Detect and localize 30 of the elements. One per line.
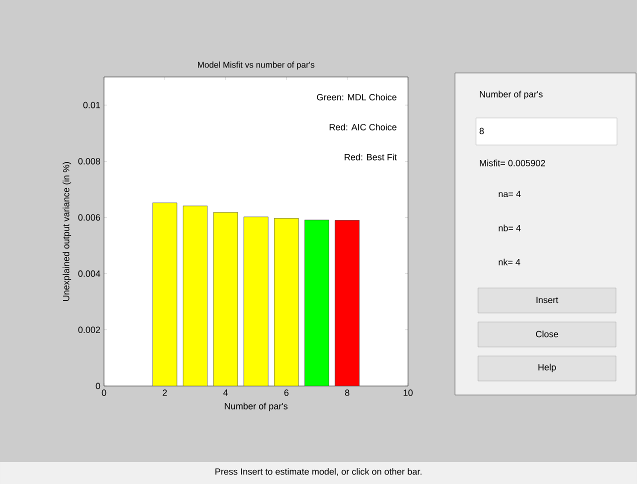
annotation: Green: MDL Choice — [316, 94, 396, 100]
annotation: Red: Best Fit — [344, 154, 397, 160]
y-tick-label: 0.004 — [78, 270, 100, 277]
text: na= 4 — [498, 190, 521, 198]
y-tick-label: 0 — [96, 382, 100, 390]
text: nk= 4 — [498, 258, 520, 266]
text: nb= 4 — [498, 224, 521, 232]
x-tick-label: 6 — [284, 390, 289, 396]
text: Close — [536, 330, 558, 338]
bar — [274, 218, 299, 386]
y-tick-label: 0.006 — [78, 214, 100, 221]
x-tick-label: 4 — [223, 390, 228, 396]
y-tick-label: 0.002 — [78, 326, 100, 333]
y-axis-title: Unexplained output variance (in %) — [62, 162, 72, 301]
y-tick-label: 0.008 — [78, 158, 100, 164]
text: Insert — [536, 296, 558, 304]
bar — [334, 220, 360, 386]
x-tick-label: 2 — [162, 390, 167, 396]
x-tick-label: 0 — [102, 390, 106, 396]
chart-title: Model Misfit vs number of par's — [198, 62, 314, 70]
y-tick-label: 0.01 — [83, 102, 100, 108]
x-tick-label: 10 — [404, 390, 413, 396]
text: Help — [538, 364, 556, 372]
text: Press Insert to estimate model, or click on other bar. — [215, 468, 422, 476]
x-axis-title: Number of par's — [224, 402, 288, 412]
text: 8 — [480, 128, 484, 134]
text: Misfit= 0.005902 — [480, 160, 546, 166]
text: Number of par's — [480, 90, 543, 100]
annotation: Red: AIC Choice — [330, 124, 396, 130]
x-tick-label: 8 — [345, 390, 350, 396]
